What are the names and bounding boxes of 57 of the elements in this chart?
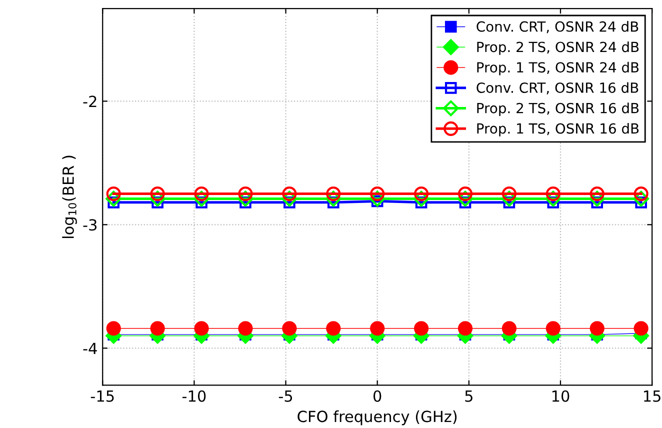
x-tick-label: -5 xyxy=(278,390,292,402)
y-tick-label: -3 xyxy=(83,219,97,231)
point xyxy=(414,321,429,336)
point xyxy=(634,321,648,336)
point xyxy=(106,190,122,207)
y-axis-title: log$_{10}$(BER ) xyxy=(62,156,77,238)
x-tick-label: 15 xyxy=(644,390,660,402)
point xyxy=(326,321,341,336)
point xyxy=(590,321,604,336)
point xyxy=(501,190,518,207)
point xyxy=(194,190,210,207)
point xyxy=(457,190,474,207)
legend-label: Conv. CRT, OSNR 16 dB xyxy=(476,82,638,94)
point xyxy=(370,321,385,336)
point xyxy=(369,190,386,207)
point xyxy=(282,190,298,207)
point xyxy=(458,186,473,202)
legend-label: Prop. 2 TS, OSNR 16 dB xyxy=(477,102,639,116)
y-tick-label: -4 xyxy=(83,342,97,354)
point xyxy=(634,186,648,202)
point xyxy=(590,186,604,202)
point xyxy=(413,190,430,207)
legend-label: Prop. 1 TS, OSNR 16 dB xyxy=(477,122,639,136)
point xyxy=(326,186,341,202)
point xyxy=(238,186,253,202)
x-tick-label: 10 xyxy=(552,390,570,402)
point xyxy=(282,321,297,336)
point xyxy=(502,186,517,202)
point xyxy=(150,321,165,336)
point xyxy=(546,186,560,202)
y-tick-label: -2 xyxy=(83,96,96,107)
legend-label: Prop. 2 TS, OSNR 24 dB xyxy=(477,41,639,55)
point xyxy=(150,190,166,207)
point xyxy=(106,321,121,336)
point xyxy=(194,186,209,202)
point xyxy=(238,321,253,336)
point xyxy=(194,321,209,336)
point xyxy=(106,186,121,202)
point xyxy=(546,321,560,336)
point xyxy=(414,186,429,202)
legend-label: Prop. 1 TS, OSNR 24 dB xyxy=(477,62,639,76)
point xyxy=(325,190,342,207)
legend-label: Conv. CRT, OSNR 24 dB xyxy=(476,21,638,34)
point xyxy=(238,190,254,207)
point xyxy=(282,186,297,202)
point xyxy=(502,321,517,336)
x-tick-label: 0 xyxy=(373,390,382,402)
x-tick-label: -10 xyxy=(182,390,206,402)
point xyxy=(150,186,165,202)
point xyxy=(633,190,649,207)
x-tick-label: -15 xyxy=(90,390,114,402)
x-axis-title: CFO frequency (GHz) xyxy=(298,410,457,426)
point xyxy=(370,186,385,202)
x-tick-label: 5 xyxy=(465,390,472,402)
point xyxy=(589,190,606,207)
point xyxy=(545,190,562,207)
point xyxy=(458,321,473,336)
